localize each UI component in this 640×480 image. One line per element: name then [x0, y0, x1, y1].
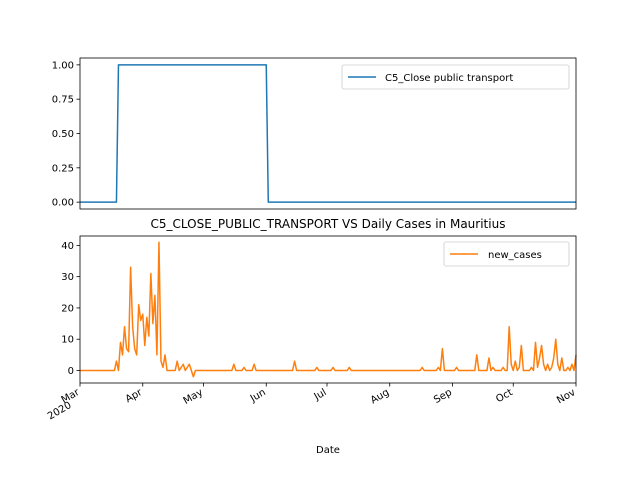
top-axes-frame	[79, 57, 577, 210]
chart-title: C5_CLOSE_PUBLIC_TRANSPORT VS Daily Cases…	[151, 217, 506, 231]
top-y-tick-label: 0.00	[52, 198, 74, 209]
bottom-y-tick-label: 10	[61, 335, 74, 346]
bottom-series-group	[80, 241, 577, 378]
bottom-y-tick-label: 20	[61, 303, 74, 314]
top-y-tick-label: 0.75	[52, 95, 74, 106]
top-legend-box	[341, 64, 570, 90]
bottom-legend-box	[443, 241, 570, 267]
x-axis-label: Date	[316, 445, 340, 456]
top-legend-label: C5_Close public transport	[385, 73, 513, 84]
top-legend: C5_Close public transport	[341, 64, 570, 90]
bottom-y-tick-label: 30	[61, 272, 74, 283]
bottom-y-ticks: 0 10 20 30 40	[61, 241, 80, 377]
top-y-tick-label: 0.25	[52, 163, 74, 174]
bottom-legend: new_cases	[443, 241, 570, 267]
bottom-series-line	[80, 241, 577, 378]
bottom-y-tick-label: 40	[61, 241, 74, 252]
bottom-axes-frame	[79, 235, 577, 384]
top-y-tick-label: 0.50	[52, 129, 74, 140]
top-y-ticks: 0.00 0.25 0.50 0.75 1.00	[52, 60, 80, 209]
bottom-legend-label: new_cases	[488, 250, 542, 261]
top-series-group	[80, 64, 576, 203]
top-series-line	[80, 64, 576, 203]
top-y-tick-label: 1.00	[52, 60, 74, 71]
bottom-y-tick-label: 0	[68, 366, 74, 377]
top-subplot: 0.00 0.25 0.50 0.75 1.00 C5_Close public tra…	[52, 57, 577, 210]
